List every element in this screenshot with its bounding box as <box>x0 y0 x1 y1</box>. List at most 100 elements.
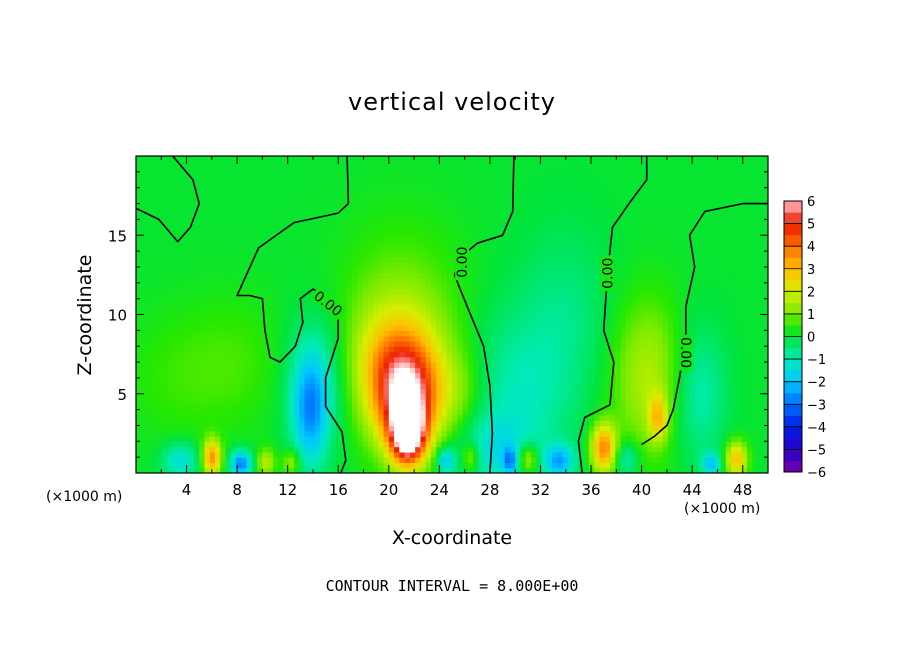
field-cell <box>499 256 506 263</box>
field-cell <box>620 266 627 273</box>
field-cell <box>536 446 543 453</box>
field-cell <box>536 467 543 473</box>
field-cell <box>209 251 216 257</box>
field-cell <box>346 261 353 268</box>
field-cell <box>509 362 516 368</box>
field-cell <box>425 351 432 358</box>
field-cell <box>694 261 701 268</box>
field-cell <box>536 425 543 432</box>
field-cell <box>583 362 590 368</box>
field-cell <box>615 335 622 342</box>
field-cell <box>288 330 295 337</box>
field-cell <box>652 319 658 326</box>
field-cell <box>183 309 190 316</box>
field-cell <box>509 335 516 342</box>
field-cell <box>151 330 158 337</box>
field-cell <box>346 272 353 279</box>
field-cell <box>315 372 321 379</box>
field-cell <box>388 404 395 411</box>
field-cell <box>736 282 743 289</box>
field-cell <box>467 303 474 310</box>
field-cell <box>573 436 579 442</box>
field-cell <box>357 362 364 368</box>
field-cell <box>199 377 206 384</box>
field-cell <box>246 303 253 310</box>
field-cell <box>215 367 221 374</box>
field-cell <box>762 293 768 300</box>
field-cell <box>657 351 664 358</box>
field-cell <box>304 383 311 390</box>
field-cell <box>399 346 406 353</box>
field-cell <box>225 346 232 353</box>
field-cell <box>351 309 358 316</box>
field-cell <box>288 409 295 416</box>
field-cell <box>167 377 174 384</box>
field-cell <box>309 325 316 331</box>
field-cell <box>583 430 590 437</box>
field-cell <box>520 309 527 316</box>
field-cell <box>167 309 174 316</box>
field-cell <box>515 404 522 411</box>
field-cell <box>415 462 421 469</box>
field-cell <box>446 319 453 326</box>
field-cell <box>746 409 753 416</box>
field-cell <box>446 441 453 448</box>
field-cell <box>346 467 353 473</box>
field-cell <box>404 314 411 321</box>
field-cell <box>452 425 458 432</box>
field-cell <box>573 272 579 279</box>
field-cell <box>430 414 437 421</box>
field-cell <box>636 272 643 279</box>
field-cell <box>499 330 506 337</box>
field-cell <box>278 340 285 347</box>
field-cell <box>509 298 516 305</box>
field-cell <box>499 457 506 464</box>
field-cell <box>378 314 385 321</box>
field-cell <box>383 351 390 358</box>
field-cell <box>641 436 648 442</box>
field-cell <box>146 251 153 257</box>
field-cell <box>299 377 306 384</box>
field-cell <box>246 256 253 263</box>
field-cell <box>267 467 274 473</box>
field-cell <box>262 251 269 257</box>
field-cell <box>162 266 169 273</box>
field-cell <box>309 462 316 469</box>
field-cell <box>567 309 574 316</box>
field-cell <box>562 388 569 395</box>
field-cell <box>657 293 664 300</box>
field-cell <box>520 319 527 326</box>
field-cell <box>425 309 432 316</box>
field-cell <box>309 256 316 263</box>
field-cell <box>336 399 342 405</box>
field-cell <box>652 261 658 268</box>
field-cell <box>694 457 701 464</box>
field-cell <box>288 425 295 432</box>
field-cell <box>646 414 653 421</box>
field-cell <box>515 367 522 374</box>
field-cell <box>678 303 685 310</box>
field-cell <box>604 441 611 448</box>
field-cell <box>731 436 737 442</box>
field-cell <box>346 383 353 390</box>
field-cell <box>278 351 285 358</box>
field-cell <box>388 356 395 363</box>
field-cell <box>620 298 627 305</box>
field-cell <box>631 446 637 453</box>
field-cell <box>351 414 358 421</box>
field-cell <box>652 256 658 263</box>
field-cell <box>725 436 732 442</box>
field-cell <box>567 346 574 353</box>
field-cell <box>146 414 153 421</box>
field-cell <box>436 388 443 395</box>
field-cell <box>362 340 369 347</box>
field-cell <box>625 399 632 405</box>
field-cell <box>373 430 379 437</box>
field-cell <box>320 256 327 263</box>
field-cell <box>404 425 411 432</box>
field-cell <box>220 430 227 437</box>
field-cell <box>215 325 221 331</box>
field-cell <box>262 266 269 273</box>
field-cell <box>193 309 200 316</box>
field-cell <box>683 446 690 453</box>
